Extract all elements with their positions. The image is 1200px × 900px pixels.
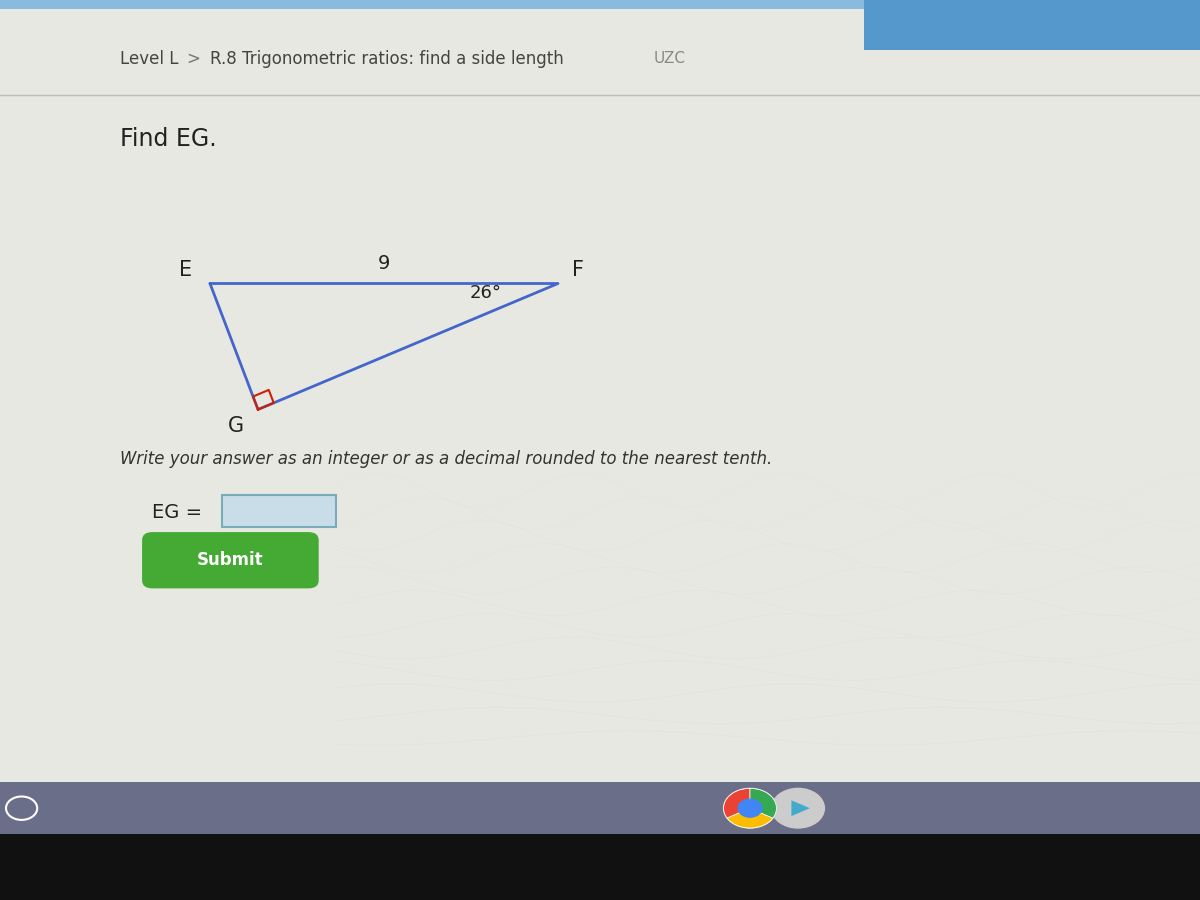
Text: G: G bbox=[228, 416, 245, 436]
Text: Submit: Submit bbox=[197, 551, 264, 570]
FancyBboxPatch shape bbox=[143, 533, 318, 588]
Text: UZC: UZC bbox=[654, 51, 686, 66]
Text: Level L: Level L bbox=[120, 50, 179, 68]
Bar bbox=[864, 0, 1200, 50]
Bar bbox=[0, 0, 1200, 9]
Bar bbox=[222, 495, 336, 526]
Text: 9: 9 bbox=[378, 254, 390, 274]
Text: R.8 Trigonometric ratios: find a side length: R.8 Trigonometric ratios: find a side le… bbox=[210, 50, 564, 68]
Polygon shape bbox=[792, 800, 810, 816]
Circle shape bbox=[772, 788, 824, 828]
Bar bbox=[0, 0, 1200, 783]
Text: Find EG.: Find EG. bbox=[120, 128, 217, 151]
Circle shape bbox=[724, 788, 776, 828]
Text: F: F bbox=[572, 260, 584, 280]
Text: >: > bbox=[186, 50, 200, 68]
Bar bbox=[0, 782, 1200, 834]
Text: 26°: 26° bbox=[470, 284, 502, 302]
Bar bbox=[0, 834, 1200, 900]
Text: Write your answer as an integer or as a decimal rounded to the nearest tenth.: Write your answer as an integer or as a … bbox=[120, 450, 773, 468]
Wedge shape bbox=[727, 808, 773, 828]
Wedge shape bbox=[724, 788, 750, 818]
Circle shape bbox=[738, 799, 762, 817]
Wedge shape bbox=[750, 788, 776, 818]
Text: E: E bbox=[180, 260, 192, 280]
Text: EG =: EG = bbox=[152, 503, 203, 523]
